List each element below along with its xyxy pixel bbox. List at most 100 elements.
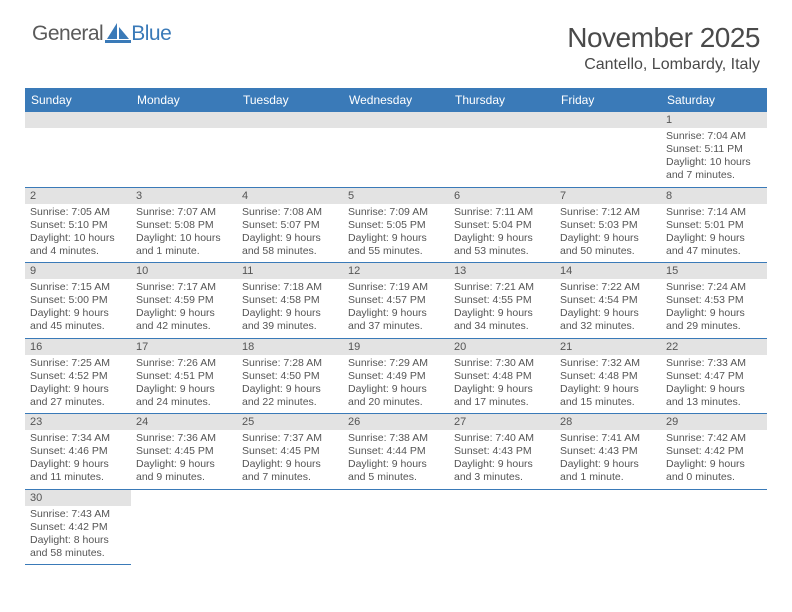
day-line: Daylight: 9 hours [560, 383, 656, 396]
day-line: Sunset: 4:45 PM [136, 445, 232, 458]
day-line: Sunset: 5:08 PM [136, 219, 232, 232]
calendar-cell: 10Sunrise: 7:17 AMSunset: 4:59 PMDayligh… [131, 263, 237, 339]
day-number [25, 112, 131, 128]
day-line: and 0 minutes. [666, 471, 762, 484]
col-saturday: Saturday [661, 88, 767, 112]
day-body: Sunrise: 7:04 AMSunset: 5:11 PMDaylight:… [661, 128, 767, 187]
day-line: and 5 minutes. [348, 471, 444, 484]
day-number: 9 [25, 263, 131, 279]
calendar-cell: 27Sunrise: 7:40 AMSunset: 4:43 PMDayligh… [449, 414, 555, 490]
day-number [449, 112, 555, 128]
day-number [449, 490, 555, 506]
day-number: 19 [343, 339, 449, 355]
calendar-cell: 6Sunrise: 7:11 AMSunset: 5:04 PMDaylight… [449, 187, 555, 263]
day-number: 14 [555, 263, 661, 279]
day-line: and 53 minutes. [454, 245, 550, 258]
page-title: November 2025 [567, 22, 760, 54]
day-line: and 47 minutes. [666, 245, 762, 258]
day-line: Daylight: 9 hours [30, 307, 126, 320]
day-line: and 58 minutes. [242, 245, 338, 258]
day-line: Sunrise: 7:41 AM [560, 432, 656, 445]
calendar-cell: 15Sunrise: 7:24 AMSunset: 4:53 PMDayligh… [661, 263, 767, 339]
calendar-cell: 25Sunrise: 7:37 AMSunset: 4:45 PMDayligh… [237, 414, 343, 490]
day-line: Sunrise: 7:38 AM [348, 432, 444, 445]
calendar-cell: 13Sunrise: 7:21 AMSunset: 4:55 PMDayligh… [449, 263, 555, 339]
day-number: 4 [237, 188, 343, 204]
day-number: 6 [449, 188, 555, 204]
calendar-cell: 26Sunrise: 7:38 AMSunset: 4:44 PMDayligh… [343, 414, 449, 490]
day-line: Daylight: 9 hours [560, 307, 656, 320]
day-line: Sunrise: 7:33 AM [666, 357, 762, 370]
day-line: Sunrise: 7:15 AM [30, 281, 126, 294]
day-number: 23 [25, 414, 131, 430]
day-line: Daylight: 9 hours [560, 458, 656, 471]
day-number: 5 [343, 188, 449, 204]
day-number: 25 [237, 414, 343, 430]
day-line: Sunrise: 7:07 AM [136, 206, 232, 219]
calendar-cell [25, 112, 131, 187]
day-line: Daylight: 9 hours [242, 383, 338, 396]
day-line: and 42 minutes. [136, 320, 232, 333]
calendar-cell [237, 112, 343, 187]
day-line: Sunrise: 7:43 AM [30, 508, 126, 521]
day-line: Sunset: 5:07 PM [242, 219, 338, 232]
calendar-cell: 12Sunrise: 7:19 AMSunset: 4:57 PMDayligh… [343, 263, 449, 339]
day-line: Daylight: 9 hours [454, 383, 550, 396]
day-number [131, 490, 237, 506]
calendar-cell: 20Sunrise: 7:30 AMSunset: 4:48 PMDayligh… [449, 338, 555, 414]
calendar-cell: 5Sunrise: 7:09 AMSunset: 5:05 PMDaylight… [343, 187, 449, 263]
calendar-row: 1Sunrise: 7:04 AMSunset: 5:11 PMDaylight… [25, 112, 767, 187]
day-line: and 1 minute. [136, 245, 232, 258]
day-line: Daylight: 9 hours [666, 307, 762, 320]
day-number [237, 490, 343, 506]
day-line: Sunrise: 7:19 AM [348, 281, 444, 294]
day-number: 7 [555, 188, 661, 204]
day-number [237, 112, 343, 128]
day-number [555, 490, 661, 506]
day-line: Sunrise: 7:32 AM [560, 357, 656, 370]
calendar-cell [661, 489, 767, 565]
day-line: Sunset: 4:55 PM [454, 294, 550, 307]
day-number: 21 [555, 339, 661, 355]
day-body: Sunrise: 7:32 AMSunset: 4:48 PMDaylight:… [555, 355, 661, 414]
day-number: 12 [343, 263, 449, 279]
day-line: Sunset: 4:54 PM [560, 294, 656, 307]
day-line: and 37 minutes. [348, 320, 444, 333]
day-line: Sunset: 4:52 PM [30, 370, 126, 383]
day-line: Sunset: 4:53 PM [666, 294, 762, 307]
day-line: and 55 minutes. [348, 245, 444, 258]
day-line: Daylight: 9 hours [454, 458, 550, 471]
day-line: Sunset: 5:04 PM [454, 219, 550, 232]
day-body: Sunrise: 7:42 AMSunset: 4:42 PMDaylight:… [661, 430, 767, 489]
calendar-cell [131, 489, 237, 565]
day-line: Sunrise: 7:09 AM [348, 206, 444, 219]
day-line: Daylight: 9 hours [348, 458, 444, 471]
day-body: Sunrise: 7:08 AMSunset: 5:07 PMDaylight:… [237, 204, 343, 263]
day-line: and 7 minutes. [242, 471, 338, 484]
day-number: 28 [555, 414, 661, 430]
calendar-cell: 22Sunrise: 7:33 AMSunset: 4:47 PMDayligh… [661, 338, 767, 414]
col-sunday: Sunday [25, 88, 131, 112]
day-number: 29 [661, 414, 767, 430]
calendar-cell: 21Sunrise: 7:32 AMSunset: 4:48 PMDayligh… [555, 338, 661, 414]
day-number: 8 [661, 188, 767, 204]
day-line: Sunrise: 7:40 AM [454, 432, 550, 445]
day-line: Sunset: 4:58 PM [242, 294, 338, 307]
day-line: and 20 minutes. [348, 396, 444, 409]
day-line: and 17 minutes. [454, 396, 550, 409]
day-body: Sunrise: 7:25 AMSunset: 4:52 PMDaylight:… [25, 355, 131, 414]
calendar-cell [449, 112, 555, 187]
day-number: 26 [343, 414, 449, 430]
day-line: and 11 minutes. [30, 471, 126, 484]
calendar-cell: 7Sunrise: 7:12 AMSunset: 5:03 PMDaylight… [555, 187, 661, 263]
day-line: Sunset: 4:48 PM [454, 370, 550, 383]
day-line: Sunset: 4:49 PM [348, 370, 444, 383]
day-line: Sunrise: 7:30 AM [454, 357, 550, 370]
day-line: and 7 minutes. [666, 169, 762, 182]
day-line: and 4 minutes. [30, 245, 126, 258]
day-line: and 22 minutes. [242, 396, 338, 409]
calendar-cell [343, 112, 449, 187]
day-body: Sunrise: 7:40 AMSunset: 4:43 PMDaylight:… [449, 430, 555, 489]
calendar-row: 2Sunrise: 7:05 AMSunset: 5:10 PMDaylight… [25, 187, 767, 263]
day-line: Sunrise: 7:12 AM [560, 206, 656, 219]
